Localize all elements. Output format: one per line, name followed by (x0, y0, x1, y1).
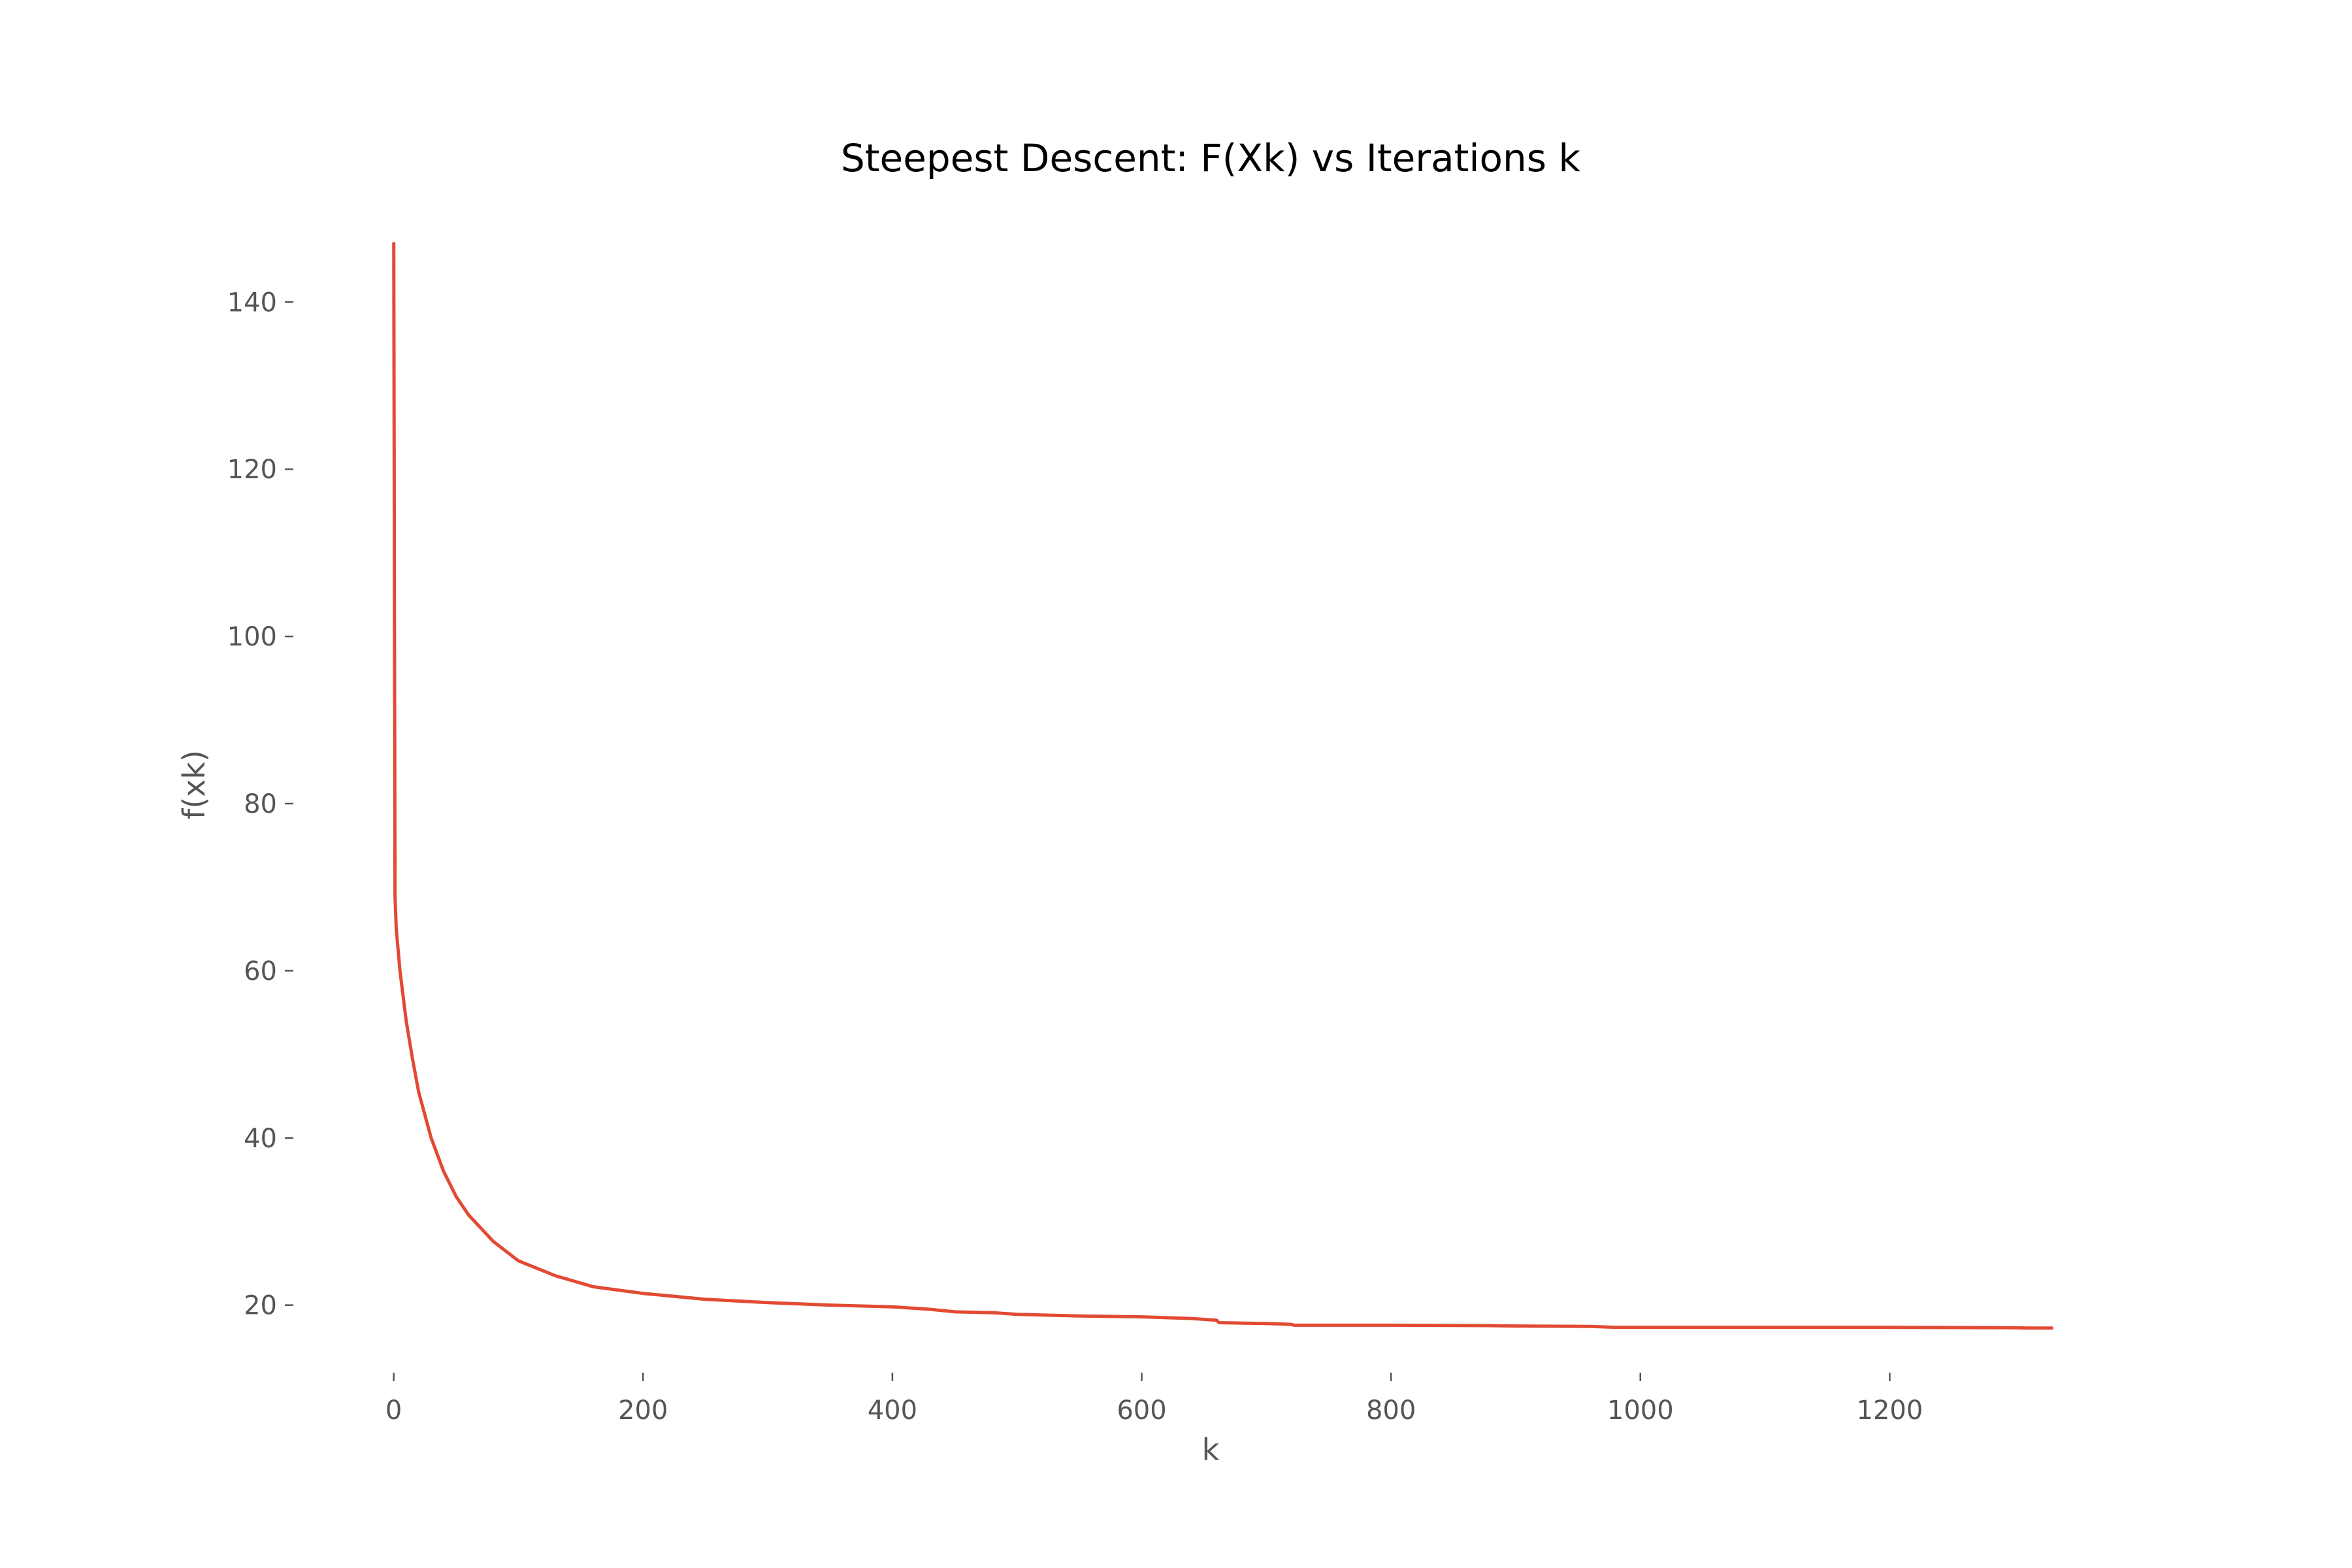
x-tick-label: 0 (385, 1396, 402, 1426)
x-tick-label: 600 (1117, 1396, 1166, 1426)
chart-title: Steepest Descent: F(Xk) vs Iterations k (841, 136, 1580, 180)
y-tick-label: 120 (227, 455, 277, 485)
series-line (392, 242, 2053, 1330)
y-tick-label: 100 (227, 622, 277, 652)
y-axis: 20 40 60 80 100 120 140 (227, 287, 293, 1321)
plot-area (392, 242, 2053, 1330)
x-axis-label: k (1202, 1432, 1220, 1467)
y-tick-label: 40 (244, 1124, 277, 1154)
x-tick-label: 1000 (1607, 1396, 1674, 1426)
x-tick-label: 400 (868, 1396, 917, 1426)
y-tick-label: 140 (227, 287, 277, 318)
x-tick-label: 800 (1366, 1396, 1416, 1426)
y-tick-label: 80 (244, 789, 277, 819)
y-tick-label: 60 (244, 956, 277, 987)
x-tick-label: 200 (618, 1396, 668, 1426)
y-axis-label: f(xk) (176, 750, 212, 819)
x-tick-label: 1200 (1857, 1396, 1923, 1426)
x-axis: 0 200 400 600 800 1000 1200 (385, 1373, 1923, 1426)
y-tick-label: 20 (244, 1291, 277, 1321)
